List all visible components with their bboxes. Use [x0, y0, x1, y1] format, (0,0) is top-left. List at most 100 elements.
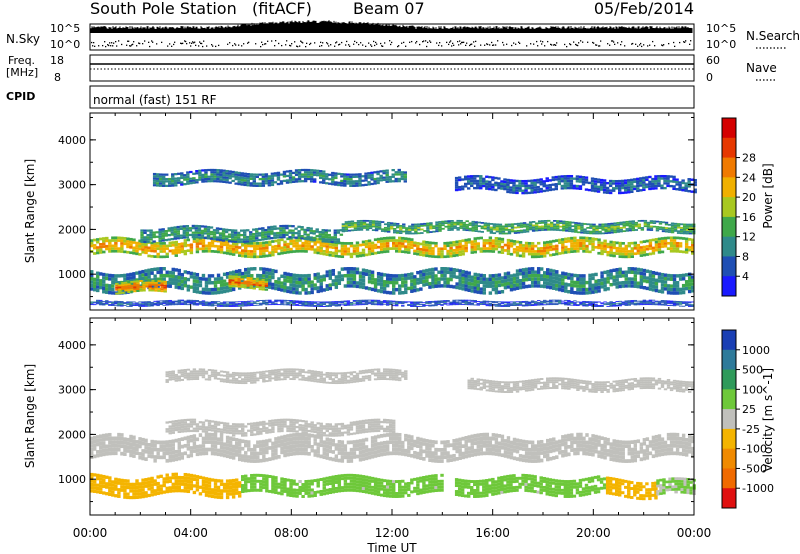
- power-cell: [509, 274, 514, 278]
- power-cell: [639, 181, 643, 185]
- power-cell: [544, 220, 548, 222]
- power-cell: [207, 281, 212, 285]
- power-cell: [370, 287, 375, 292]
- power-cell: [673, 228, 678, 231]
- power-cell: [358, 281, 363, 286]
- power-cell: [385, 239, 390, 243]
- power-cell: [621, 255, 625, 259]
- power-cell: [273, 236, 277, 239]
- power-cell: [669, 284, 674, 288]
- power-cell: [168, 299, 172, 301]
- power-cell: [637, 227, 642, 229]
- power-cell: [500, 283, 505, 287]
- power-cell: [675, 178, 679, 181]
- power-cell: [506, 278, 511, 282]
- power-cell: [676, 226, 681, 229]
- power-cell: [464, 274, 468, 278]
- power-cell: [367, 273, 372, 277]
- power-cell: [395, 281, 399, 285]
- power-cell: [440, 284, 444, 288]
- power-cell: [607, 226, 611, 229]
- power-cell: [209, 237, 214, 240]
- power-cell: [265, 243, 269, 247]
- power-cell: [565, 228, 569, 230]
- power-cell: [376, 289, 381, 293]
- power-cell: [210, 274, 215, 278]
- power-cell: [285, 179, 290, 182]
- power-cell: [225, 304, 230, 306]
- power-cell: [642, 240, 647, 243]
- nsearch-dot: [264, 43, 266, 45]
- power-cell: [373, 281, 378, 285]
- power-cell: [111, 280, 115, 285]
- power-cell: [319, 244, 323, 247]
- power-cell: [461, 273, 465, 277]
- power-cell: [258, 173, 263, 176]
- power-cell: [237, 303, 242, 304]
- nsearch-dot: [466, 42, 468, 44]
- power-cell: [343, 242, 348, 245]
- power-cell: [569, 179, 574, 183]
- power-cell: [328, 283, 332, 287]
- power-cell: [96, 281, 100, 286]
- power-cell: [306, 235, 310, 239]
- power-cell: [554, 178, 558, 181]
- nsky-left-top-tick: 10^5: [50, 22, 80, 35]
- power-cell: [577, 224, 581, 227]
- power-cell: [515, 272, 520, 277]
- power-cell: [276, 227, 280, 230]
- power-cell: [261, 288, 266, 291]
- power-cell: [225, 169, 229, 173]
- power-cell: [143, 231, 147, 234]
- power-cell: [497, 240, 502, 243]
- power-cell: [630, 249, 634, 253]
- power-cell: [693, 190, 697, 194]
- power-cell: [382, 178, 386, 182]
- power-cell: [621, 191, 625, 195]
- nsearch-dot: [570, 43, 572, 46]
- power-cell: [200, 234, 205, 237]
- power-cell: [479, 280, 483, 285]
- power-cell: [209, 230, 214, 234]
- power-cell: [591, 276, 595, 281]
- power-cell: [403, 171, 407, 174]
- power-cell: [640, 219, 645, 222]
- power-cell: [561, 271, 565, 275]
- power-cell: [624, 255, 628, 259]
- power-cell: [165, 304, 169, 306]
- power-cell: [503, 187, 507, 191]
- power-cell: [556, 229, 560, 231]
- power-cell: [435, 225, 439, 227]
- power-cell: [470, 282, 474, 286]
- power-cell: [417, 225, 421, 227]
- power-cell: [152, 172, 157, 176]
- power-cell: [171, 241, 175, 244]
- power-cell: [361, 175, 365, 178]
- power-cell: [564, 285, 568, 290]
- power-cell: [389, 227, 394, 230]
- power-cell: [568, 228, 572, 231]
- power-cell: [522, 225, 527, 228]
- nsearch-dot: [285, 44, 287, 46]
- power-cell: [228, 305, 233, 307]
- power-cell: [509, 252, 514, 256]
- power-cell: [533, 284, 538, 288]
- power-cell: [491, 176, 495, 179]
- power-cell: [292, 276, 296, 281]
- power-cell: [160, 288, 164, 291]
- nsearch-dot: [566, 45, 568, 48]
- power-cell: [410, 246, 414, 249]
- power-cell: [477, 230, 481, 233]
- power-cell: [157, 280, 161, 283]
- power-cell: [111, 284, 115, 288]
- power-cell: [315, 230, 319, 233]
- power-cell: [177, 301, 181, 303]
- power-cell: [182, 234, 187, 237]
- power-cell: [210, 304, 215, 306]
- power-cell: [473, 245, 477, 249]
- power-cell: [316, 169, 320, 172]
- power-cell: [99, 237, 103, 241]
- power-cell: [480, 227, 485, 230]
- power-cell: [609, 243, 613, 247]
- power-cell: [678, 188, 682, 191]
